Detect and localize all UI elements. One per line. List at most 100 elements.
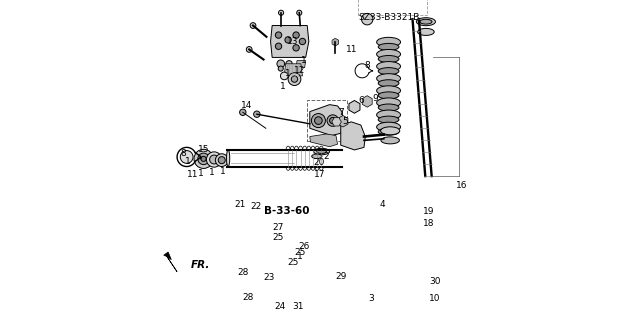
Ellipse shape <box>378 68 399 75</box>
Text: 1: 1 <box>280 82 286 91</box>
Ellipse shape <box>418 28 434 35</box>
Text: 1: 1 <box>198 169 204 178</box>
Text: 8: 8 <box>364 61 370 70</box>
Circle shape <box>278 10 284 15</box>
Text: 4: 4 <box>380 200 385 209</box>
Text: 24: 24 <box>275 302 285 311</box>
Ellipse shape <box>376 37 401 47</box>
Circle shape <box>239 109 246 115</box>
Text: 1: 1 <box>297 252 303 261</box>
Text: 18: 18 <box>422 219 434 228</box>
Text: 28: 28 <box>243 293 254 302</box>
Circle shape <box>216 154 228 167</box>
Polygon shape <box>349 100 360 113</box>
Circle shape <box>362 13 373 25</box>
Ellipse shape <box>376 98 401 108</box>
Text: B-33-60: B-33-60 <box>264 206 309 216</box>
Text: 19: 19 <box>422 207 434 216</box>
Text: 25: 25 <box>294 248 306 256</box>
Text: 12: 12 <box>294 66 305 75</box>
Text: 10: 10 <box>429 294 440 303</box>
Polygon shape <box>164 252 177 272</box>
Polygon shape <box>332 118 341 126</box>
Text: 27: 27 <box>273 223 284 232</box>
Circle shape <box>278 66 284 71</box>
Circle shape <box>293 45 300 51</box>
Bar <box>358 0 427 15</box>
Circle shape <box>285 37 291 43</box>
Circle shape <box>250 23 256 28</box>
Text: 21: 21 <box>234 200 245 209</box>
Circle shape <box>277 60 285 68</box>
Ellipse shape <box>317 150 326 153</box>
Text: 26: 26 <box>298 242 310 251</box>
Ellipse shape <box>420 19 432 24</box>
Text: 1: 1 <box>185 157 191 166</box>
Polygon shape <box>271 26 309 57</box>
Text: 14: 14 <box>241 101 252 110</box>
Circle shape <box>315 117 322 124</box>
Ellipse shape <box>381 137 399 144</box>
Text: 16: 16 <box>456 181 468 189</box>
Text: 11: 11 <box>187 170 198 179</box>
Text: 1: 1 <box>301 56 307 65</box>
Circle shape <box>330 117 336 124</box>
Text: 8: 8 <box>180 149 186 158</box>
Text: 17: 17 <box>314 170 325 179</box>
Circle shape <box>300 38 306 45</box>
Text: 13: 13 <box>287 37 299 46</box>
Circle shape <box>198 153 209 165</box>
Ellipse shape <box>314 148 330 155</box>
Polygon shape <box>340 122 365 150</box>
Ellipse shape <box>227 150 230 167</box>
Text: 30: 30 <box>429 277 440 286</box>
Circle shape <box>210 155 218 164</box>
Text: 1: 1 <box>220 167 225 176</box>
Circle shape <box>218 157 225 164</box>
Ellipse shape <box>376 122 401 132</box>
Bar <box>307 100 347 141</box>
Circle shape <box>180 151 193 163</box>
Ellipse shape <box>378 104 399 111</box>
Text: 25: 25 <box>273 233 284 242</box>
Polygon shape <box>310 134 337 147</box>
Circle shape <box>288 73 301 85</box>
Ellipse shape <box>376 74 401 83</box>
Polygon shape <box>310 105 343 136</box>
Circle shape <box>327 115 339 126</box>
Circle shape <box>291 76 298 82</box>
Polygon shape <box>332 38 339 46</box>
Circle shape <box>194 149 213 168</box>
Text: 25: 25 <box>287 258 299 267</box>
Circle shape <box>246 47 252 52</box>
Ellipse shape <box>312 154 322 159</box>
Ellipse shape <box>378 128 399 135</box>
Text: 6: 6 <box>358 96 364 105</box>
Text: 15: 15 <box>198 145 209 154</box>
Ellipse shape <box>376 86 401 95</box>
Text: 3: 3 <box>368 294 374 303</box>
Circle shape <box>280 72 288 80</box>
Circle shape <box>286 61 292 67</box>
Circle shape <box>293 32 300 38</box>
Ellipse shape <box>376 49 401 59</box>
Ellipse shape <box>376 110 401 120</box>
Text: 9: 9 <box>372 94 378 103</box>
Text: FR.: FR. <box>191 260 210 271</box>
Text: 29: 29 <box>335 272 346 281</box>
Circle shape <box>297 10 302 15</box>
Text: 28: 28 <box>237 268 249 277</box>
Text: 5: 5 <box>342 117 348 126</box>
Ellipse shape <box>378 56 399 63</box>
Polygon shape <box>338 115 348 127</box>
Text: 2: 2 <box>324 152 329 161</box>
Circle shape <box>332 39 338 45</box>
Circle shape <box>253 111 260 117</box>
Polygon shape <box>296 61 306 68</box>
Ellipse shape <box>378 92 399 99</box>
Polygon shape <box>284 64 303 76</box>
Text: 20: 20 <box>314 158 325 167</box>
Text: 11: 11 <box>346 45 358 54</box>
Ellipse shape <box>381 127 400 135</box>
Circle shape <box>201 156 206 161</box>
